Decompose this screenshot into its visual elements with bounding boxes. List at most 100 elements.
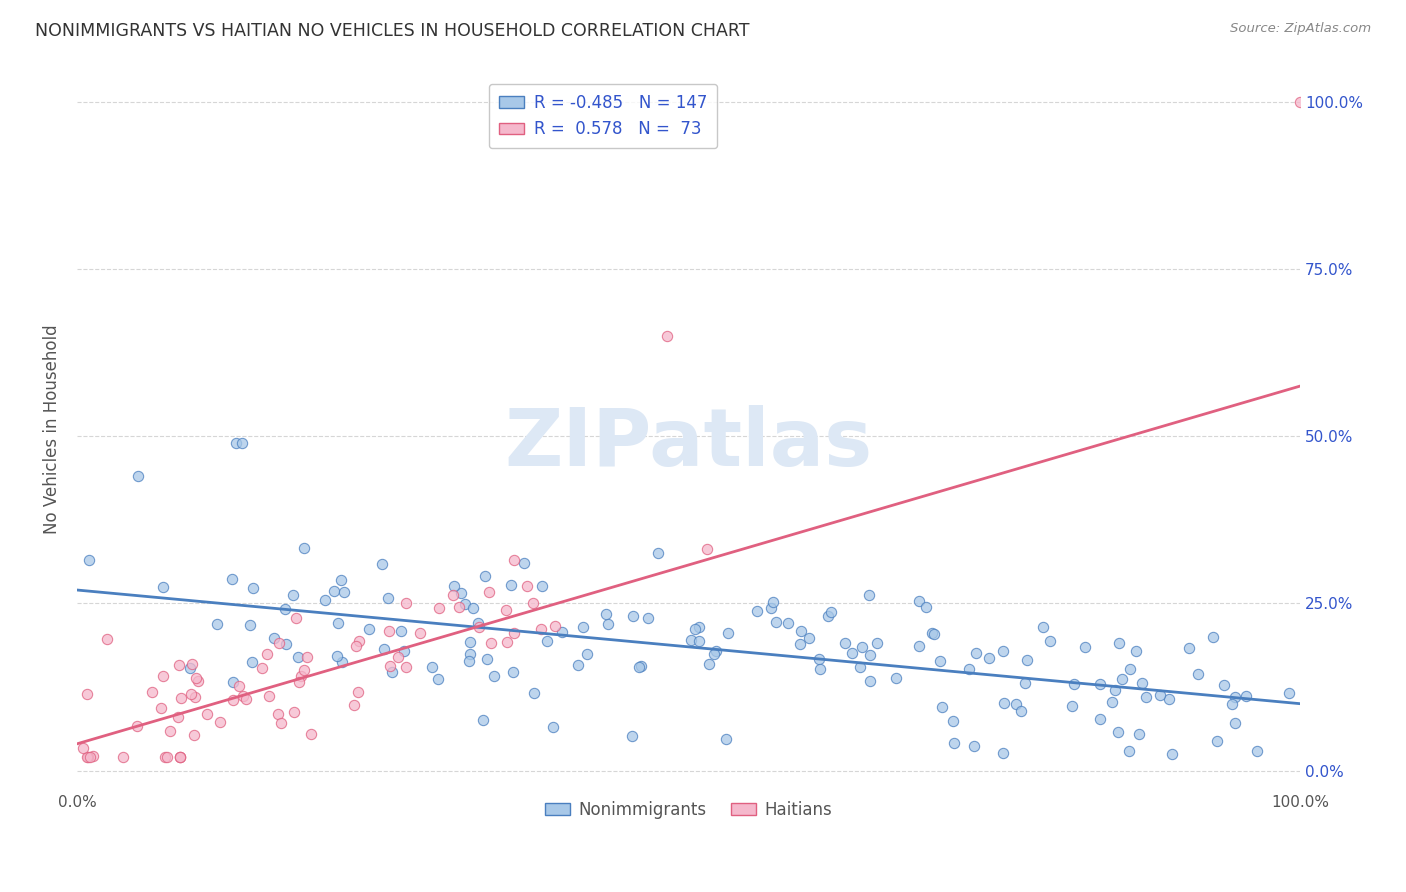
Point: [1135, 690, 1157, 704]
Point: [1205, 734, 1227, 748]
Point: [991, 644, 1014, 658]
Point: [808, 662, 831, 676]
Point: [77, 750, 100, 764]
Point: [621, 608, 644, 623]
Point: [1234, 690, 1257, 704]
Text: NONIMMIGRANTS VS HAITIAN NO VEHICLES IN HOUSEHOLD CORRELATION CHART: NONIMMIGRANTS VS HAITIAN NO VEHICLES IN …: [35, 22, 749, 40]
Point: [169, 658, 191, 673]
Legend: Nonimmigrants, Haitians: Nonimmigrants, Haitians: [538, 794, 839, 826]
Point: [859, 674, 882, 689]
Point: [239, 617, 262, 632]
Point: [1225, 690, 1247, 704]
Point: [1108, 636, 1130, 650]
Point: [420, 660, 443, 674]
Point: [141, 685, 163, 699]
Point: [329, 573, 352, 587]
Point: [575, 647, 598, 661]
Point: [377, 591, 399, 605]
Point: [454, 597, 477, 611]
Point: [655, 329, 678, 343]
Point: [221, 572, 243, 586]
Point: [484, 669, 506, 683]
Point: [536, 634, 558, 648]
Point: [180, 657, 202, 671]
Point: [1014, 675, 1036, 690]
Point: [1161, 747, 1184, 761]
Point: [474, 569, 496, 583]
Point: [359, 622, 381, 636]
Point: [184, 690, 207, 704]
Point: [1119, 662, 1142, 676]
Point: [225, 436, 247, 450]
Point: [242, 581, 264, 595]
Point: [703, 647, 725, 661]
Point: [205, 616, 228, 631]
Point: [915, 600, 938, 615]
Point: [166, 709, 188, 723]
Point: [789, 637, 811, 651]
Point: [183, 728, 205, 742]
Point: [152, 580, 174, 594]
Point: [169, 750, 191, 764]
Point: [522, 596, 544, 610]
Point: [1010, 704, 1032, 718]
Point: [409, 626, 432, 640]
Point: [503, 553, 526, 567]
Point: [1128, 727, 1150, 741]
Point: [765, 615, 787, 629]
Point: [1104, 683, 1126, 698]
Point: [544, 619, 567, 633]
Point: [551, 625, 574, 640]
Point: [460, 647, 482, 661]
Text: Source: ZipAtlas.com: Source: ZipAtlas.com: [1230, 22, 1371, 36]
Point: [1132, 676, 1154, 690]
Point: [472, 713, 495, 727]
Point: [240, 655, 263, 669]
Point: [231, 436, 253, 450]
Point: [394, 660, 416, 674]
Point: [1004, 697, 1026, 711]
Point: [849, 660, 872, 674]
Point: [349, 634, 371, 648]
Point: [180, 687, 202, 701]
Point: [797, 631, 820, 645]
Point: [96, 632, 118, 647]
Point: [834, 636, 856, 650]
Point: [717, 626, 740, 640]
Point: [928, 654, 950, 668]
Point: [76, 750, 98, 764]
Point: [287, 650, 309, 665]
Point: [281, 588, 304, 602]
Point: [1111, 672, 1133, 686]
Point: [232, 690, 254, 704]
Point: [478, 585, 501, 599]
Point: [155, 750, 177, 764]
Point: [1178, 641, 1201, 656]
Point: [326, 648, 349, 663]
Point: [395, 596, 418, 610]
Point: [1157, 692, 1180, 706]
Point: [256, 647, 278, 661]
Point: [1090, 677, 1112, 691]
Point: [222, 674, 245, 689]
Point: [1090, 712, 1112, 726]
Point: [169, 690, 191, 705]
Point: [991, 746, 1014, 760]
Point: [502, 665, 524, 680]
Point: [283, 705, 305, 719]
Point: [333, 585, 356, 599]
Point: [250, 661, 273, 675]
Point: [1107, 724, 1129, 739]
Point: [270, 715, 292, 730]
Point: [1289, 95, 1312, 109]
Point: [443, 588, 465, 602]
Point: [1101, 695, 1123, 709]
Point: [468, 620, 491, 634]
Point: [851, 640, 873, 654]
Point: [630, 658, 652, 673]
Point: [762, 594, 785, 608]
Point: [169, 750, 191, 764]
Point: [776, 616, 799, 631]
Point: [152, 669, 174, 683]
Point: [426, 672, 449, 686]
